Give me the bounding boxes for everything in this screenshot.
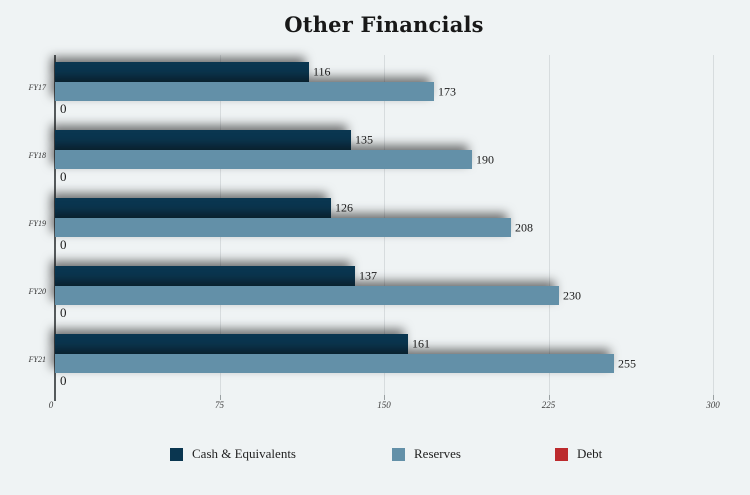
- value-label: 0: [60, 305, 67, 320]
- value-label: 190: [476, 152, 494, 166]
- value-label: 161: [412, 336, 430, 351]
- value-label: 173: [438, 84, 456, 98]
- legend-swatch: [555, 447, 568, 461]
- value-label: 0: [60, 373, 67, 388]
- legend-label: Cash & Equivalents: [192, 446, 296, 461]
- chart-title: Other Financials: [284, 12, 484, 37]
- tick-label: 75: [215, 400, 224, 410]
- value-label: 116: [313, 64, 331, 79]
- tick-mark: [548, 395, 550, 400]
- tick-label: 225: [541, 400, 556, 410]
- gridline: [713, 55, 714, 395]
- legend-label: Debt: [577, 446, 603, 461]
- bar-reserves: [55, 218, 511, 237]
- bar-cash-equivalents: [55, 62, 309, 82]
- bar-reserves: [55, 286, 559, 305]
- bar-cash-equivalents: [55, 334, 408, 354]
- legend-swatch: [170, 447, 183, 461]
- tick-label: 0: [48, 400, 54, 410]
- legend-swatch: [392, 447, 405, 461]
- value-label: 0: [60, 169, 67, 184]
- legend-label: Reserves: [414, 446, 461, 461]
- legend-item: Debt: [555, 446, 602, 462]
- bar-reserves: [55, 354, 614, 373]
- bar-cash-equivalents: [55, 266, 355, 286]
- value-label: 135: [355, 132, 373, 147]
- bar-reserves: [55, 150, 472, 169]
- legend-item: Reserves: [392, 446, 461, 462]
- value-label: 0: [60, 237, 67, 252]
- tick-label: 300: [706, 400, 720, 410]
- category-label: FY20: [28, 287, 46, 296]
- category-label: FY21: [28, 355, 46, 364]
- value-label: 0: [60, 101, 67, 116]
- category-label: FY17: [28, 83, 46, 92]
- value-label: 230: [563, 288, 581, 302]
- value-label: 255: [618, 356, 636, 370]
- bar-cash-equivalents: [55, 198, 331, 218]
- legend-item: Cash & Equivalents: [170, 446, 296, 462]
- value-label: 208: [515, 220, 533, 234]
- tick-mark: [713, 395, 714, 400]
- category-label: FY19: [28, 219, 46, 228]
- tick-mark: [219, 395, 221, 400]
- value-label: 126: [335, 200, 353, 215]
- bar-reserves: [55, 82, 434, 101]
- tick-label: 150: [377, 400, 391, 410]
- gridline: [548, 55, 550, 395]
- value-label: 137: [359, 268, 377, 283]
- tick-mark: [384, 395, 385, 400]
- bar-cash-equivalents: [55, 130, 351, 150]
- category-label: FY18: [28, 151, 46, 160]
